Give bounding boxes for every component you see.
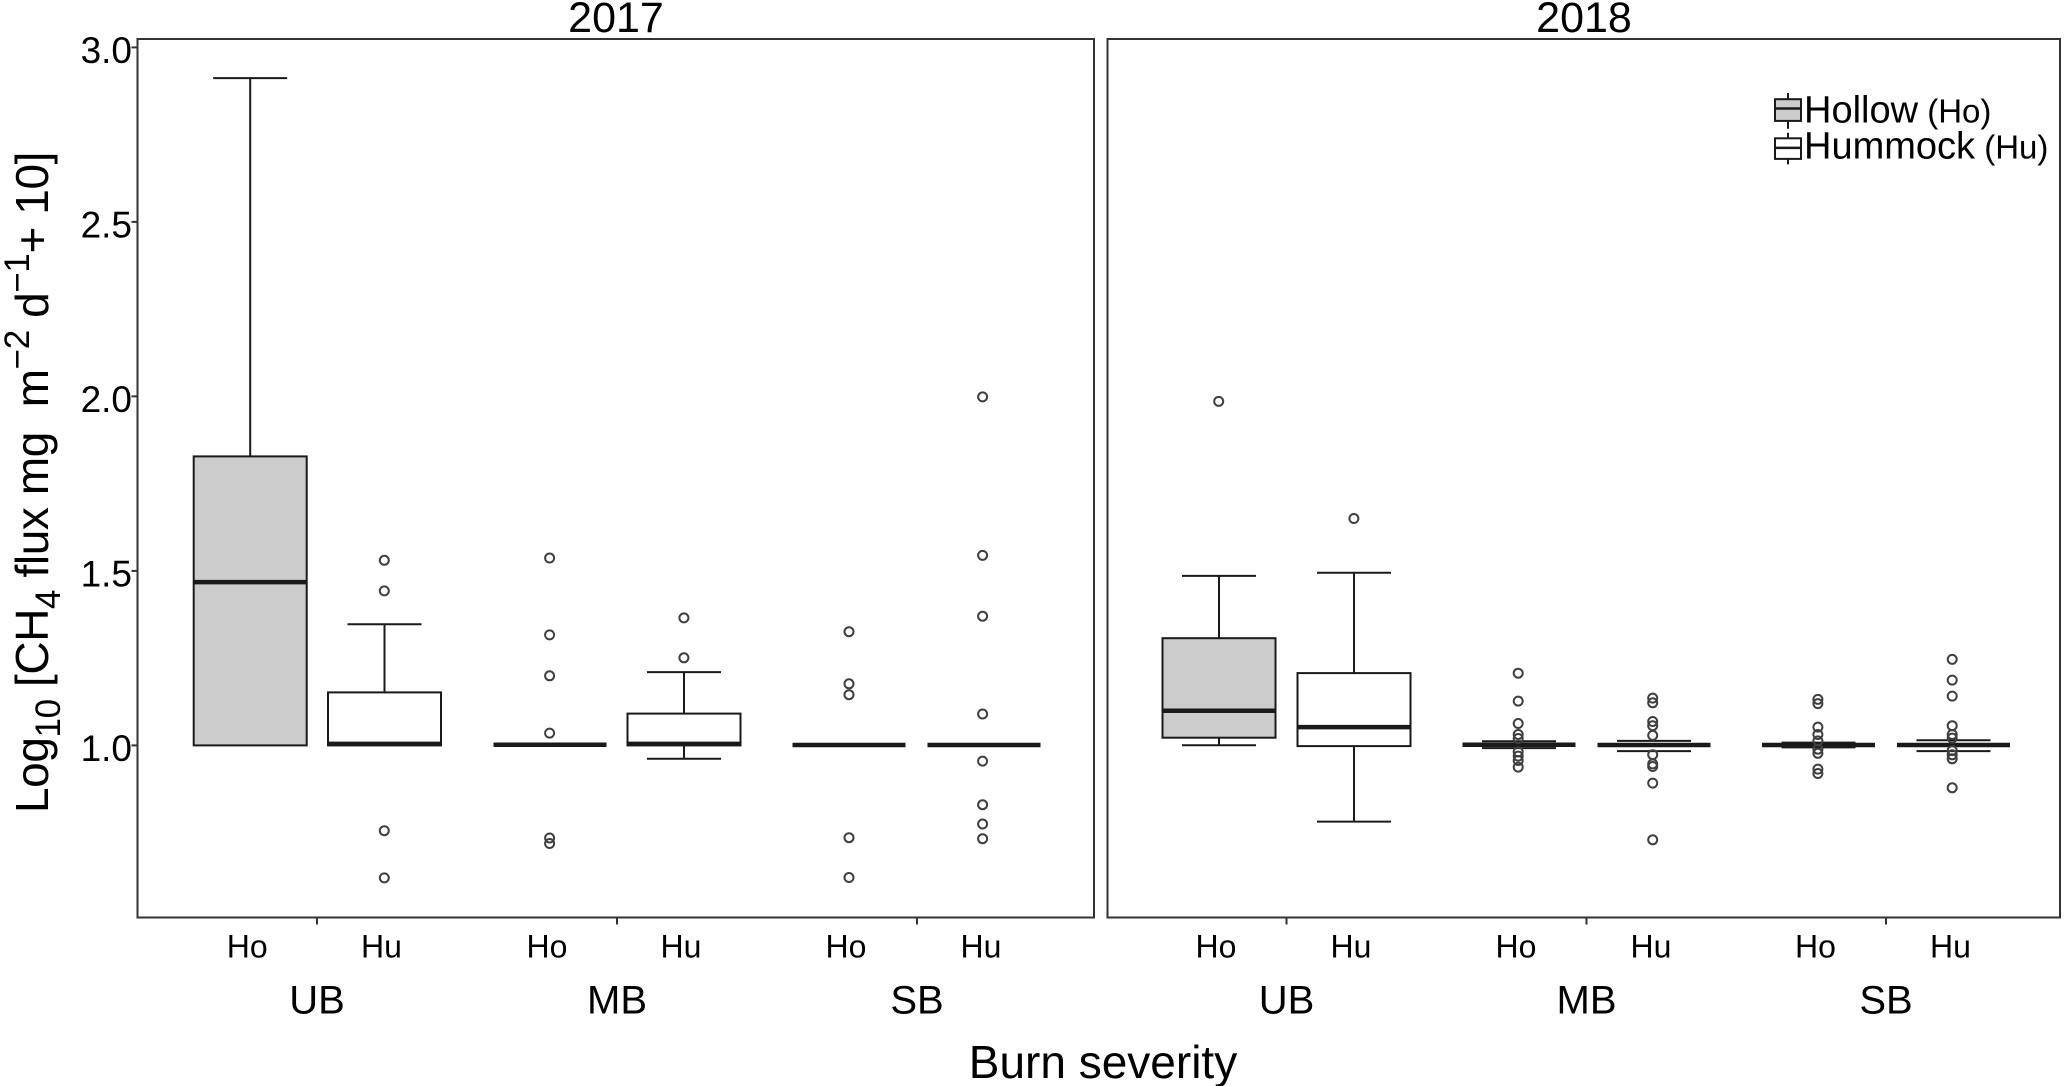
svg-text:Ho: Ho bbox=[826, 929, 867, 965]
svg-text:Hu: Hu bbox=[1331, 929, 1372, 965]
svg-text:Hollow (Ho): Hollow (Ho) bbox=[1804, 90, 1991, 132]
svg-text:Burn severity: Burn severity bbox=[969, 1036, 1237, 1086]
svg-text:2.0: 2.0 bbox=[81, 379, 132, 420]
svg-text:Hu: Hu bbox=[1930, 929, 1971, 965]
svg-text:2017: 2017 bbox=[568, 0, 664, 42]
svg-text:2.5: 2.5 bbox=[81, 204, 132, 245]
svg-text:MB: MB bbox=[587, 979, 647, 1023]
svg-text:Hu: Hu bbox=[361, 929, 402, 965]
svg-text:UB: UB bbox=[1259, 979, 1315, 1023]
svg-text:Hu: Hu bbox=[661, 929, 702, 965]
svg-text:Hummock (Hu): Hummock (Hu) bbox=[1804, 126, 2048, 168]
svg-text:Ho: Ho bbox=[1795, 929, 1836, 965]
svg-text:UB: UB bbox=[289, 979, 345, 1023]
svg-text:Ho: Ho bbox=[227, 929, 268, 965]
svg-text:Ho: Ho bbox=[1496, 929, 1537, 965]
svg-text:2018: 2018 bbox=[1536, 0, 1632, 42]
svg-text:Hu: Hu bbox=[1631, 929, 1672, 965]
svg-text:Ho: Ho bbox=[527, 929, 568, 965]
svg-text:MB: MB bbox=[1557, 979, 1617, 1023]
svg-text:SB: SB bbox=[1859, 979, 1912, 1023]
svg-text:SB: SB bbox=[890, 979, 943, 1023]
svg-text:1.0: 1.0 bbox=[81, 728, 132, 769]
svg-text:Hu: Hu bbox=[961, 929, 1002, 965]
svg-text:3.0: 3.0 bbox=[81, 30, 132, 71]
svg-text:Ho: Ho bbox=[1196, 929, 1237, 965]
svg-text:1.5: 1.5 bbox=[81, 553, 132, 594]
